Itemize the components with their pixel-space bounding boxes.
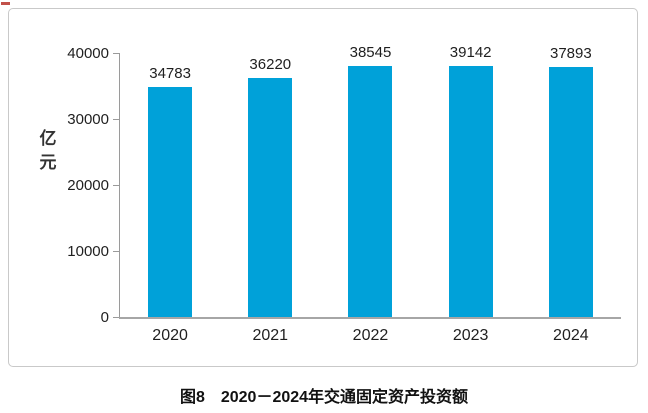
bar-slot: 39142 [421,45,521,317]
bar-slot: 38545 [320,45,420,317]
y-tick-mark [113,250,119,252]
bar-value-label: 36220 [249,55,292,73]
x-tick-label: 2022 [352,327,389,344]
y-tick-mark [113,316,119,318]
y-tick-mark [113,184,119,186]
x-tick-label: 2021 [252,327,289,344]
x-tick-label: 2020 [152,327,188,344]
plot-area: 34783 36220 38545 39142 37893 [120,45,621,317]
y-axis-unit-label: 亿 元 [39,129,57,172]
bar [548,66,593,317]
y-tick-label: 10000 [67,243,109,260]
bar-slot: 34783 [120,45,220,317]
x-tick-label: 2023 [452,327,489,344]
chart-frame: 亿 元 0 10000 20000 30000 40000 34783 36220 3854… [8,8,638,367]
bar-value-label: 37893 [549,44,592,62]
bar-slot: 36220 [220,45,320,317]
y-tick-label: 20000 [67,177,109,194]
bar-value-label: 38545 [349,44,392,61]
x-axis-labels: 2020 2021 2022 2023 2024 [120,327,621,345]
red-mark [1,2,10,5]
x-tick-label: 2024 [553,327,589,344]
bar-slot: 37893 [521,45,621,317]
y-axis-line [119,53,120,317]
chart-title: 图8 2020－2024年交通固定资产投资额 [179,389,469,406]
bar [448,66,493,317]
y-tick-mark [113,52,119,54]
bar-value-label: 39142 [449,44,492,61]
y-tick-label: 40000 [67,45,109,62]
bar [248,77,293,317]
bar [348,66,393,317]
x-axis-line [119,317,621,319]
bar [148,87,193,317]
y-tick-label: 30000 [67,111,109,128]
y-tick-label: 0 [100,309,109,326]
y-tick-mark [113,118,119,120]
bar-value-label: 34783 [149,65,191,83]
